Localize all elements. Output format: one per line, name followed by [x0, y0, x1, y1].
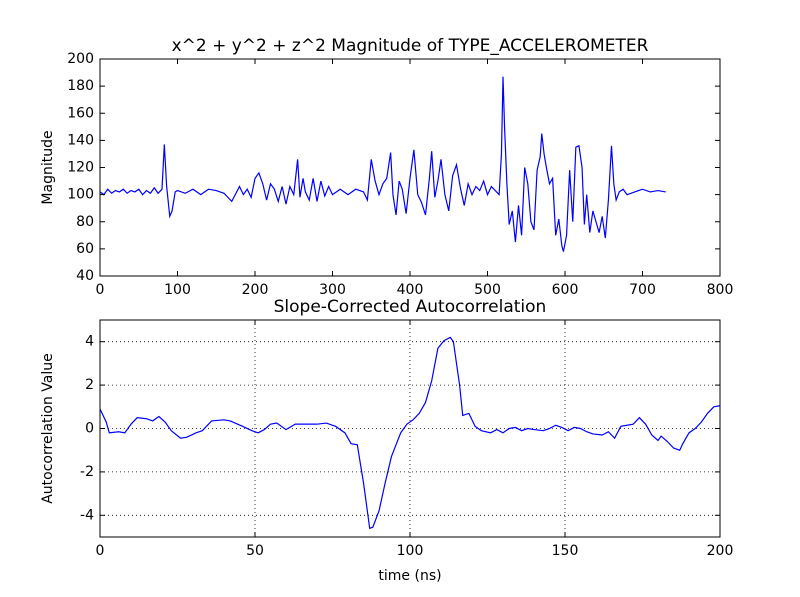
y-tick-label: 40: [76, 268, 94, 284]
y-tick-label: 180: [67, 78, 94, 94]
x-axis-label: time (ns): [378, 568, 441, 584]
x-tick-label: 700: [629, 282, 656, 298]
y-tick-label: 0: [85, 421, 94, 437]
x-tick-label: 100: [164, 282, 191, 298]
data-line: [100, 76, 666, 252]
x-tick-label: 800: [707, 282, 734, 298]
y-tick-label: 80: [76, 214, 94, 230]
y-tick-label: 140: [67, 132, 94, 148]
x-tick-label: 50: [246, 543, 264, 559]
y-tick-label: 120: [67, 160, 94, 176]
x-tick-label: 200: [707, 543, 734, 559]
x-tick-label: 100: [397, 543, 424, 559]
x-tick-label: 500: [474, 282, 501, 298]
y-axis-label: Autocorrelation Value: [40, 353, 56, 504]
x-tick-label: 400: [397, 282, 424, 298]
data-line: [100, 336, 720, 530]
y-axis-label: Magnitude: [40, 130, 56, 204]
chart-title: x^2 + y^2 + z^2 Magnitude of TYPE_ACCELE…: [172, 36, 649, 56]
y-tick-label: 100: [67, 187, 94, 203]
x-tick-label: 0: [96, 543, 105, 559]
x-tick-label: 300: [319, 282, 346, 298]
y-tick-label: -4: [80, 507, 94, 523]
chart-title: Slope-Corrected Autocorrelation: [274, 297, 547, 317]
y-tick-label: 4: [85, 334, 94, 350]
y-tick-label: 200: [67, 51, 94, 67]
y-tick-label: 160: [67, 105, 94, 121]
x-tick-label: 200: [242, 282, 269, 298]
x-tick-label: 0: [96, 282, 105, 298]
y-tick-label: -2: [80, 464, 94, 480]
x-tick-label: 150: [552, 543, 579, 559]
x-tick-label: 600: [552, 282, 579, 298]
y-tick-label: 60: [76, 241, 94, 257]
y-tick-label: 2: [85, 377, 94, 393]
